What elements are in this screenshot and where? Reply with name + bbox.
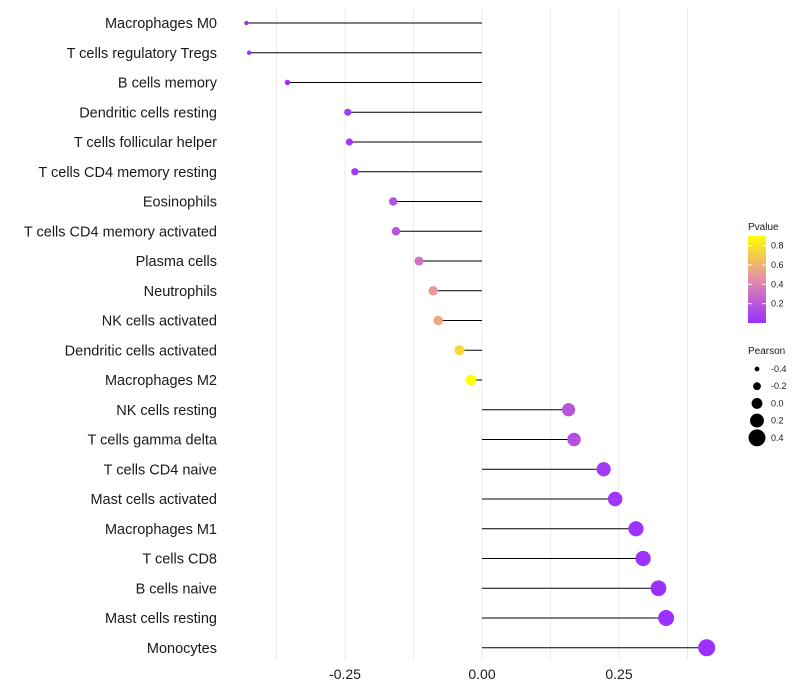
category-label-mast-cells-activated: Mast cells activated (90, 492, 217, 508)
category-label-t-cells-gamma-delta: T cells gamma delta (88, 433, 218, 449)
point-b-cells-naive (650, 580, 667, 597)
point-macrophages-m1 (628, 521, 644, 537)
legend-pearson-label: 0.2 (771, 416, 784, 426)
legend-pvalue-ticks: 0.2 0.4 0.6 0.8 (748, 241, 784, 309)
legend-pearson-dot (751, 397, 763, 409)
legend-pearson-label: 0.4 (771, 433, 784, 443)
point-dendritic-cells-resting (344, 108, 352, 116)
legend-pearson-dot (754, 366, 760, 372)
legend-pvalue: Pvalue 0.2 0.4 0.6 0.8 (748, 222, 784, 323)
x-tick-label: -0.25 (329, 666, 361, 682)
point-t-cells-cd4-naive (596, 462, 611, 477)
legend-pearson-items: -0.4 -0.2 0.0 0.2 0.4 (748, 364, 787, 447)
legend-pearson-title: Pearson (748, 346, 785, 357)
legend-pearson-label: 0.0 (771, 398, 784, 408)
x-tick-label: 0.25 (605, 666, 632, 682)
point-nk-cells-activated (433, 315, 443, 326)
category-label-macrophages-m1: Macrophages M1 (105, 522, 217, 538)
legend-pearson: Pearson -0.4 -0.2 0.0 0.2 0.4 (748, 346, 787, 447)
point-t-cells-regulatory-tregs (246, 50, 252, 55)
category-label-t-cells-cd4-naive: T cells CD4 naive (104, 462, 217, 478)
legend-pvalue-title: Pvalue (748, 222, 779, 233)
legend-pvalue-tick-label: 0.8 (771, 241, 784, 251)
category-label-monocytes: Monocytes (147, 641, 217, 657)
category-label-nk-cells-activated: NK cells activated (102, 314, 217, 330)
point-t-cells-cd4-memory-activated (391, 227, 401, 236)
point-neutrophils (428, 286, 438, 296)
legend-pearson-dot (748, 429, 766, 447)
point-macrophages-m0 (244, 20, 249, 26)
point-plasma-cells (414, 256, 424, 266)
point-eosinophils (389, 197, 398, 206)
x-tick-label: 0.00 (468, 666, 495, 682)
category-label-nk-cells-resting: NK cells resting (116, 403, 217, 419)
category-label-b-cells-naive: B cells naive (136, 581, 217, 597)
legend-pvalue-tick-label: 0.4 (771, 279, 784, 289)
point-t-cells-cd8 (635, 550, 651, 567)
point-nk-cells-resting (561, 403, 576, 417)
point-t-cells-follicular-helper (345, 138, 353, 146)
category-label-t-cells-cd8: T cells CD8 (142, 552, 217, 568)
category-label-t-cells-cd4-memory-activated: T cells CD4 memory activated (24, 224, 217, 240)
category-label-b-cells-memory: B cells memory (118, 76, 218, 92)
category-label-t-cells-cd4-memory-resting: T cells CD4 memory resting (38, 165, 217, 181)
legend-pvalue-colorbar (748, 236, 766, 323)
category-label-mast-cells-resting: Mast cells resting (105, 611, 217, 627)
category-label-neutrophils: Neutrophils (144, 284, 217, 300)
legend-pearson-dot (753, 382, 761, 391)
legend-pearson-dot (750, 413, 764, 428)
category-label-macrophages-m0: Macrophages M0 (105, 16, 217, 32)
point-monocytes (698, 639, 716, 657)
point-mast-cells-resting (658, 610, 675, 626)
y-axis-category-labels: Macrophages M0 T cells regulatory Tregs B … (24, 16, 218, 657)
legend-pvalue-tick-label: 0.6 (771, 260, 784, 270)
category-label-dendritic-cells-activated: Dendritic cells activated (65, 343, 217, 359)
category-label-t-cells-follicular-helper: T cells follicular helper (74, 135, 217, 151)
lollipop-points (244, 20, 716, 657)
point-b-cells-memory (284, 79, 291, 86)
point-macrophages-m2 (465, 374, 477, 386)
point-t-cells-cd4-memory-resting (351, 168, 359, 176)
point-dendritic-cells-activated (454, 345, 465, 356)
category-label-eosinophils: Eosinophils (143, 195, 217, 211)
legend-pvalue-tick-label: 0.2 (771, 299, 784, 309)
category-label-dendritic-cells-resting: Dendritic cells resting (79, 105, 217, 121)
category-label-plasma-cells: Plasma cells (136, 254, 217, 270)
grid-lines (276, 7, 688, 660)
category-label-macrophages-m2: Macrophages M2 (105, 373, 217, 389)
lollipop-stems (246, 22, 707, 649)
point-t-cells-gamma-delta (567, 432, 581, 447)
x-axis-tick-labels: -0.25 0.00 0.25 (329, 666, 633, 682)
point-mast-cells-activated (607, 491, 623, 507)
legend-pearson-label: -0.2 (771, 381, 787, 391)
category-label-t-cells-regulatory-tregs: T cells regulatory Tregs (67, 46, 217, 62)
legend-pearson-label: -0.4 (771, 364, 787, 374)
